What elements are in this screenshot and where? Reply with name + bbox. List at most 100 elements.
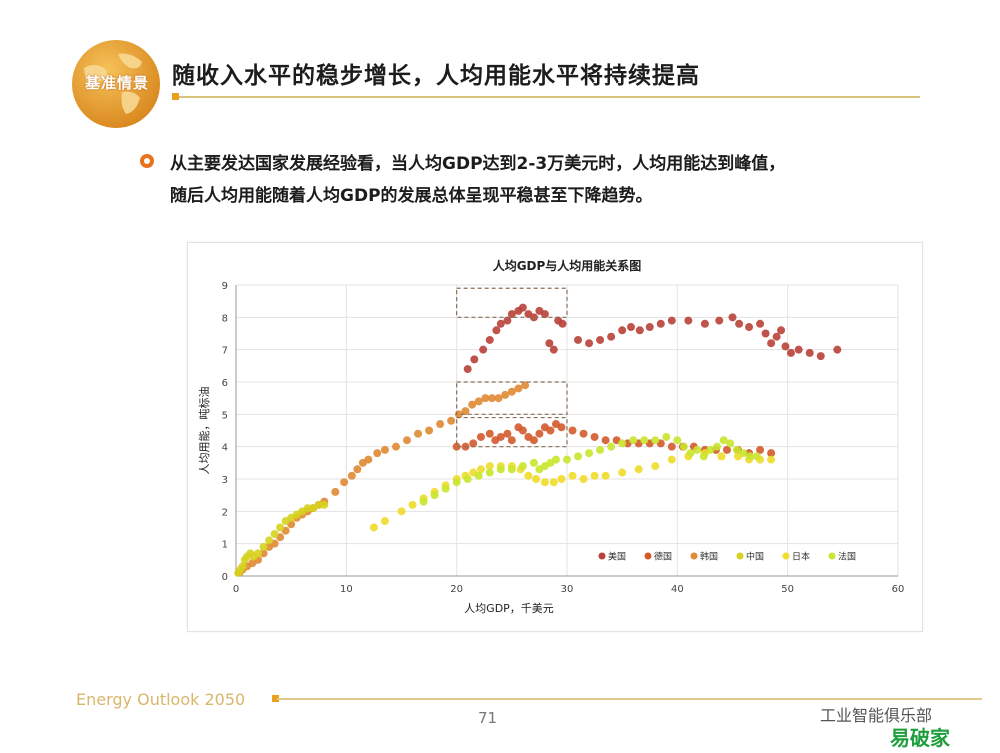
data-point	[474, 471, 483, 480]
x-tick-label: 0	[233, 584, 239, 595]
data-point	[501, 390, 510, 399]
chart-frame	[187, 242, 923, 632]
y-tick-label: 9	[222, 281, 228, 292]
data-point	[397, 507, 406, 516]
data-point	[618, 326, 627, 335]
data-point	[607, 442, 616, 451]
data-point	[238, 562, 247, 571]
data-point	[380, 445, 389, 454]
data-point	[651, 436, 660, 445]
data-point	[645, 323, 654, 332]
footer-divider-marker	[272, 695, 279, 702]
data-point	[752, 452, 761, 461]
bullet-text: 从主要发达国家发展经验看，当人均GDP达到2-3万美元时，人均用能达到峰值， 随…	[170, 148, 930, 212]
x-tick-label: 50	[781, 584, 794, 595]
y-tick-label: 2	[222, 507, 228, 518]
title-divider-marker	[172, 93, 179, 100]
legend-marker	[828, 552, 836, 560]
data-point	[551, 455, 560, 464]
data-point	[347, 471, 356, 480]
data-point	[634, 465, 643, 474]
data-point	[419, 497, 428, 506]
data-point	[476, 432, 485, 441]
data-point	[745, 323, 754, 332]
x-tick-label: 10	[340, 584, 353, 595]
data-point	[320, 500, 329, 509]
data-point	[496, 465, 505, 474]
data-point	[494, 394, 503, 403]
x-tick-label: 20	[450, 584, 463, 595]
data-point	[414, 429, 423, 438]
data-point	[496, 319, 505, 328]
data-point	[568, 471, 577, 480]
data-point	[746, 452, 755, 461]
data-point	[487, 394, 496, 403]
watermark-logo: 易破家	[890, 726, 950, 750]
data-point	[529, 313, 538, 322]
data-point	[476, 465, 485, 474]
data-point	[777, 326, 786, 335]
data-point	[549, 478, 558, 487]
data-point	[590, 471, 599, 480]
data-point	[468, 400, 477, 409]
data-point	[713, 442, 722, 451]
data-point	[656, 319, 665, 328]
chart-title: 人均GDP与人均用能关系图	[493, 258, 642, 273]
data-point	[492, 326, 501, 335]
data-point	[503, 429, 512, 438]
data-point	[635, 326, 644, 335]
data-point	[452, 442, 461, 451]
data-point	[732, 445, 741, 454]
data-point	[470, 355, 479, 364]
data-point	[314, 500, 323, 509]
data-point	[767, 339, 776, 348]
data-point	[700, 319, 709, 328]
scatter-chart: 人均GDP与人均用能关系图 0 10 20 30 40 50 60 0 1 2 3 4 5 6 7 8 9 人均GD…	[197, 258, 904, 615]
data-point	[574, 335, 583, 344]
data-point	[739, 449, 748, 458]
data-point	[303, 504, 312, 513]
data-point	[781, 342, 790, 351]
data-point	[479, 345, 488, 354]
y-tick-label: 3	[222, 475, 228, 486]
data-point	[380, 517, 389, 526]
data-point	[673, 436, 682, 445]
data-point	[529, 436, 538, 445]
y-tick-label: 5	[222, 410, 228, 421]
bullet-icon	[140, 154, 154, 168]
data-point	[259, 549, 268, 558]
data-point	[596, 335, 605, 344]
data-point	[441, 484, 450, 493]
legend-marker	[782, 552, 790, 560]
page-title: 随收入水平的稳步增长，人均用能水平将持续提高	[172, 63, 700, 89]
data-point	[373, 449, 382, 458]
data-point	[265, 536, 274, 545]
data-point	[391, 442, 400, 451]
logo-text: 基准情景	[84, 74, 149, 92]
data-point	[579, 429, 588, 438]
data-point	[715, 316, 724, 325]
title-divider	[172, 96, 920, 98]
x-axis-label: 人均GDP，千美元	[464, 602, 554, 615]
data-point	[684, 316, 693, 325]
data-point	[481, 394, 490, 403]
data-point	[667, 316, 676, 325]
data-point	[270, 529, 279, 538]
watermark-text: 工业智能俱乐部	[820, 706, 933, 725]
legend-label: 德国	[654, 551, 672, 563]
data-point	[596, 445, 605, 454]
data-point	[436, 420, 445, 429]
data-point	[833, 345, 842, 354]
data-point	[447, 416, 456, 425]
data-point	[601, 436, 610, 445]
data-point	[626, 323, 635, 332]
data-point	[425, 426, 434, 435]
data-point	[507, 310, 516, 319]
highlight-box	[456, 381, 568, 415]
data-point	[558, 319, 567, 328]
y-tick-label: 4	[222, 443, 228, 454]
data-point	[503, 316, 512, 325]
data-point	[640, 436, 649, 445]
data-point	[507, 387, 516, 396]
data-point	[563, 455, 571, 464]
